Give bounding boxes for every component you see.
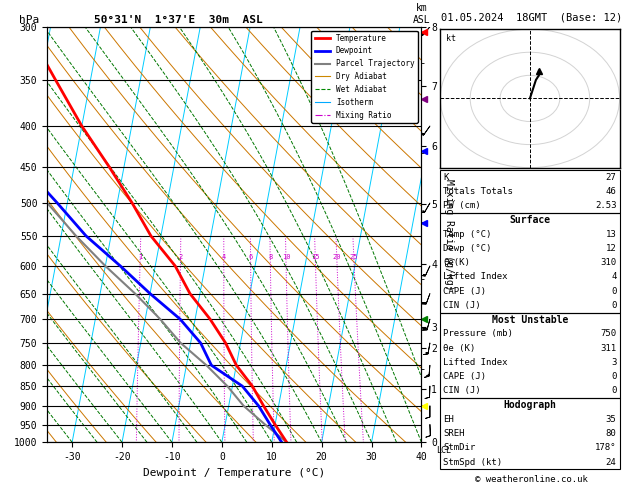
Text: 6: 6 xyxy=(248,254,253,260)
Text: 20: 20 xyxy=(333,254,341,260)
Text: Totals Totals: Totals Totals xyxy=(443,187,513,196)
Text: LCL: LCL xyxy=(437,447,452,455)
Text: 310: 310 xyxy=(600,258,616,267)
Text: © weatheronline.co.uk: © weatheronline.co.uk xyxy=(475,474,588,484)
Text: 0: 0 xyxy=(611,386,616,395)
Text: 24: 24 xyxy=(606,457,616,467)
Text: CAPE (J): CAPE (J) xyxy=(443,372,486,381)
Text: 12: 12 xyxy=(606,244,616,253)
Text: 0: 0 xyxy=(611,287,616,295)
Text: 8: 8 xyxy=(268,254,272,260)
Text: 0: 0 xyxy=(611,372,616,381)
Y-axis label: Mixing Ratio (g/kg): Mixing Ratio (g/kg) xyxy=(443,179,454,290)
Legend: Temperature, Dewpoint, Parcel Trajectory, Dry Adiabat, Wet Adiabat, Isotherm, Mi: Temperature, Dewpoint, Parcel Trajectory… xyxy=(311,31,418,122)
Text: 2: 2 xyxy=(179,254,182,260)
Text: 10: 10 xyxy=(282,254,290,260)
Text: hPa: hPa xyxy=(19,15,40,25)
X-axis label: Dewpoint / Temperature (°C): Dewpoint / Temperature (°C) xyxy=(143,468,325,478)
Text: Pressure (mb): Pressure (mb) xyxy=(443,330,513,338)
Text: 4: 4 xyxy=(221,254,226,260)
Text: kt: kt xyxy=(446,34,456,43)
Text: 25: 25 xyxy=(350,254,358,260)
Text: Hodograph: Hodograph xyxy=(503,400,557,410)
Text: Lifted Index: Lifted Index xyxy=(443,273,508,281)
Text: km
ASL: km ASL xyxy=(413,3,430,25)
Text: SREH: SREH xyxy=(443,429,465,438)
Text: StmDir: StmDir xyxy=(443,443,476,452)
Text: 0: 0 xyxy=(611,301,616,310)
Text: Surface: Surface xyxy=(509,215,550,225)
Text: 2.53: 2.53 xyxy=(595,201,616,210)
Text: 1: 1 xyxy=(138,254,142,260)
Text: Temp (°C): Temp (°C) xyxy=(443,230,492,239)
Text: 178°: 178° xyxy=(595,443,616,452)
Text: 50°31'N  1°37'E  30m  ASL: 50°31'N 1°37'E 30m ASL xyxy=(94,15,262,25)
Text: 80: 80 xyxy=(606,429,616,438)
Text: 15: 15 xyxy=(311,254,320,260)
Text: PW (cm): PW (cm) xyxy=(443,201,481,210)
Text: StmSpd (kt): StmSpd (kt) xyxy=(443,457,503,467)
Text: Lifted Index: Lifted Index xyxy=(443,358,508,367)
Text: 46: 46 xyxy=(606,187,616,196)
Text: 01.05.2024  18GMT  (Base: 12): 01.05.2024 18GMT (Base: 12) xyxy=(441,12,622,22)
Text: θe (K): θe (K) xyxy=(443,344,476,353)
Text: Most Unstable: Most Unstable xyxy=(492,314,568,325)
Text: CIN (J): CIN (J) xyxy=(443,386,481,395)
Text: θe(K): θe(K) xyxy=(443,258,470,267)
Text: 35: 35 xyxy=(606,415,616,424)
Text: 4: 4 xyxy=(611,273,616,281)
Text: CAPE (J): CAPE (J) xyxy=(443,287,486,295)
Text: EH: EH xyxy=(443,415,454,424)
Text: 13: 13 xyxy=(606,230,616,239)
Text: 750: 750 xyxy=(600,330,616,338)
Text: K: K xyxy=(443,173,449,182)
Text: CIN (J): CIN (J) xyxy=(443,301,481,310)
Text: 311: 311 xyxy=(600,344,616,353)
Text: 3: 3 xyxy=(611,358,616,367)
Text: 27: 27 xyxy=(606,173,616,182)
Text: Dewp (°C): Dewp (°C) xyxy=(443,244,492,253)
